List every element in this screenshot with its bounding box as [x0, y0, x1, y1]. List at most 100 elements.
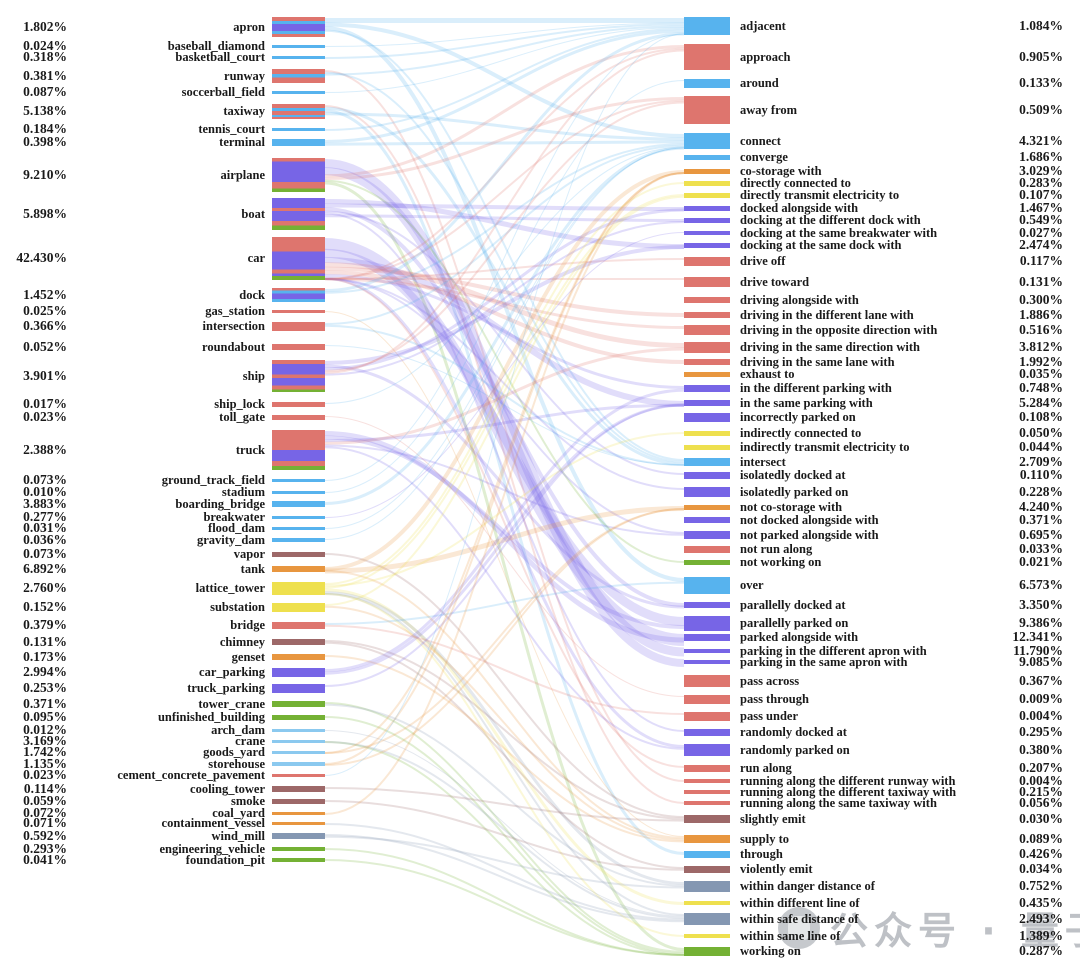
- left-node-pct: 5.138%: [23, 103, 67, 118]
- left-node-label: cement_concrete_pavement: [117, 768, 265, 782]
- right-node-bar: [684, 913, 730, 925]
- right-node-label: working on: [740, 944, 801, 958]
- sankey-link: [324, 311, 685, 837]
- left-node-pct: 0.010%: [23, 484, 67, 499]
- right-node-bar: [684, 712, 730, 721]
- left-node-pct: 0.087%: [23, 84, 67, 99]
- right-node-bar: [684, 729, 730, 736]
- right-node-pct: 0.426%: [1019, 846, 1063, 861]
- left-node-label: containment_vessel: [161, 816, 265, 830]
- right-node-pct: 0.089%: [1019, 830, 1063, 846]
- sankey-link: [324, 105, 685, 804]
- right-node-label: docking at the same dock with: [740, 238, 902, 252]
- right-node-pct: 0.695%: [1019, 526, 1063, 542]
- left-node-label: baseball_diamond: [167, 39, 265, 53]
- right-node-bar: [684, 660, 730, 664]
- right-node-label: pass under: [740, 709, 799, 723]
- right-node-pct: 0.300%: [1019, 291, 1063, 307]
- left-node-bar: [272, 128, 325, 131]
- left-node-pct: 0.318%: [23, 49, 67, 64]
- right-node-label: running along the different taxiway with: [740, 784, 957, 799]
- right-node-bar: [684, 325, 730, 335]
- sankey-link: [324, 33, 685, 481]
- sankey-link: [324, 199, 685, 249]
- left-node-pct: 0.184%: [23, 121, 67, 136]
- sankey-link: [324, 29, 685, 461]
- left-node-label: taxiway: [223, 104, 265, 118]
- left-node-bar: [272, 501, 325, 507]
- sankey-link: [324, 258, 685, 280]
- sankey-link: [324, 640, 685, 820]
- sankey-link: [324, 208, 685, 371]
- left-node-pct: 0.012%: [23, 722, 67, 737]
- sankey-link: [324, 248, 685, 626]
- sankey-link: [324, 274, 685, 389]
- right-node-label: drive off: [740, 254, 786, 268]
- right-node-pct: 2.474%: [1019, 237, 1063, 252]
- left-node-label: intersection: [202, 319, 265, 333]
- left-node-bar: [272, 812, 325, 815]
- right-node-pct: 0.371%: [1019, 511, 1063, 527]
- left-node-label: boarding_bridge: [175, 496, 265, 511]
- sankey-link: [324, 655, 685, 843]
- right-node-label: driving in the different lane with: [740, 307, 914, 322]
- left-node-bar: [272, 198, 325, 230]
- sankey-link: [324, 388, 685, 672]
- right-node-label: directly transmit electricity to: [740, 188, 900, 202]
- left-node-label: truck: [235, 442, 265, 457]
- right-node-bar: [684, 413, 730, 422]
- right-node-label: slightly emit: [740, 811, 806, 826]
- left-node-bar: [272, 538, 325, 542]
- right-node-bar: [684, 218, 730, 223]
- sankey-link: [324, 179, 685, 563]
- sankey-link: [324, 27, 685, 93]
- sankey-link: [324, 581, 685, 625]
- left-node-pct: 0.071%: [23, 815, 67, 830]
- right-node-label: isolatedly docked at: [740, 468, 846, 482]
- left-node-bar: [272, 858, 325, 862]
- left-node-label: basketball_court: [175, 50, 265, 64]
- right-node-bar: [684, 458, 730, 466]
- sankey-link: [324, 27, 685, 131]
- sankey-link: [324, 403, 685, 675]
- right-node-pct: 0.056%: [1019, 794, 1063, 810]
- left-node-label: engineering_vehicle: [159, 841, 265, 856]
- left-node-pct: 2.760%: [23, 580, 67, 595]
- right-node-bar: [684, 277, 730, 287]
- right-node-pct: 0.110%: [1019, 467, 1063, 482]
- right-node-bar: [684, 505, 730, 510]
- right-node-bar: [684, 312, 730, 318]
- right-node-bar: [684, 779, 730, 783]
- right-node-label: parking in the different apron with: [740, 643, 927, 658]
- sankey-link: [324, 416, 685, 697]
- left-node-bar: [272, 799, 325, 804]
- right-node-label: co-storage with: [740, 164, 822, 178]
- sankey-link: [324, 45, 685, 178]
- right-node-bar: [684, 243, 730, 248]
- left-node-bar: [272, 491, 325, 494]
- left-node-bar: [272, 288, 325, 302]
- right-node-pct: 0.215%: [1019, 783, 1063, 799]
- right-node-bar: [684, 765, 730, 772]
- right-node-label: drive toward: [740, 274, 810, 289]
- left-node-label: runway: [224, 68, 265, 83]
- right-node-pct: 0.207%: [1019, 760, 1063, 775]
- right-node-bar: [684, 866, 730, 873]
- right-node-pct: 0.905%: [1019, 48, 1063, 64]
- right-node-label: pass across: [740, 673, 800, 688]
- right-node-bar: [684, 560, 730, 565]
- left-node-label: goods_yard: [203, 745, 265, 759]
- left-node-pct: 3.901%: [23, 367, 67, 383]
- right-node-pct: 0.131%: [1019, 273, 1063, 289]
- right-node-label: away from: [740, 102, 798, 117]
- left-node-pct: 0.072%: [23, 805, 67, 820]
- sankey-link: [324, 266, 685, 317]
- right-node-bar: [684, 257, 730, 266]
- right-node-bar: [684, 531, 730, 539]
- sankey-link: [324, 823, 685, 921]
- sankey-link: [324, 347, 685, 445]
- right-node-bar: [684, 835, 730, 843]
- right-node-bar: [684, 385, 730, 392]
- left-node-bar: [272, 527, 325, 530]
- left-node-bar: [272, 833, 325, 839]
